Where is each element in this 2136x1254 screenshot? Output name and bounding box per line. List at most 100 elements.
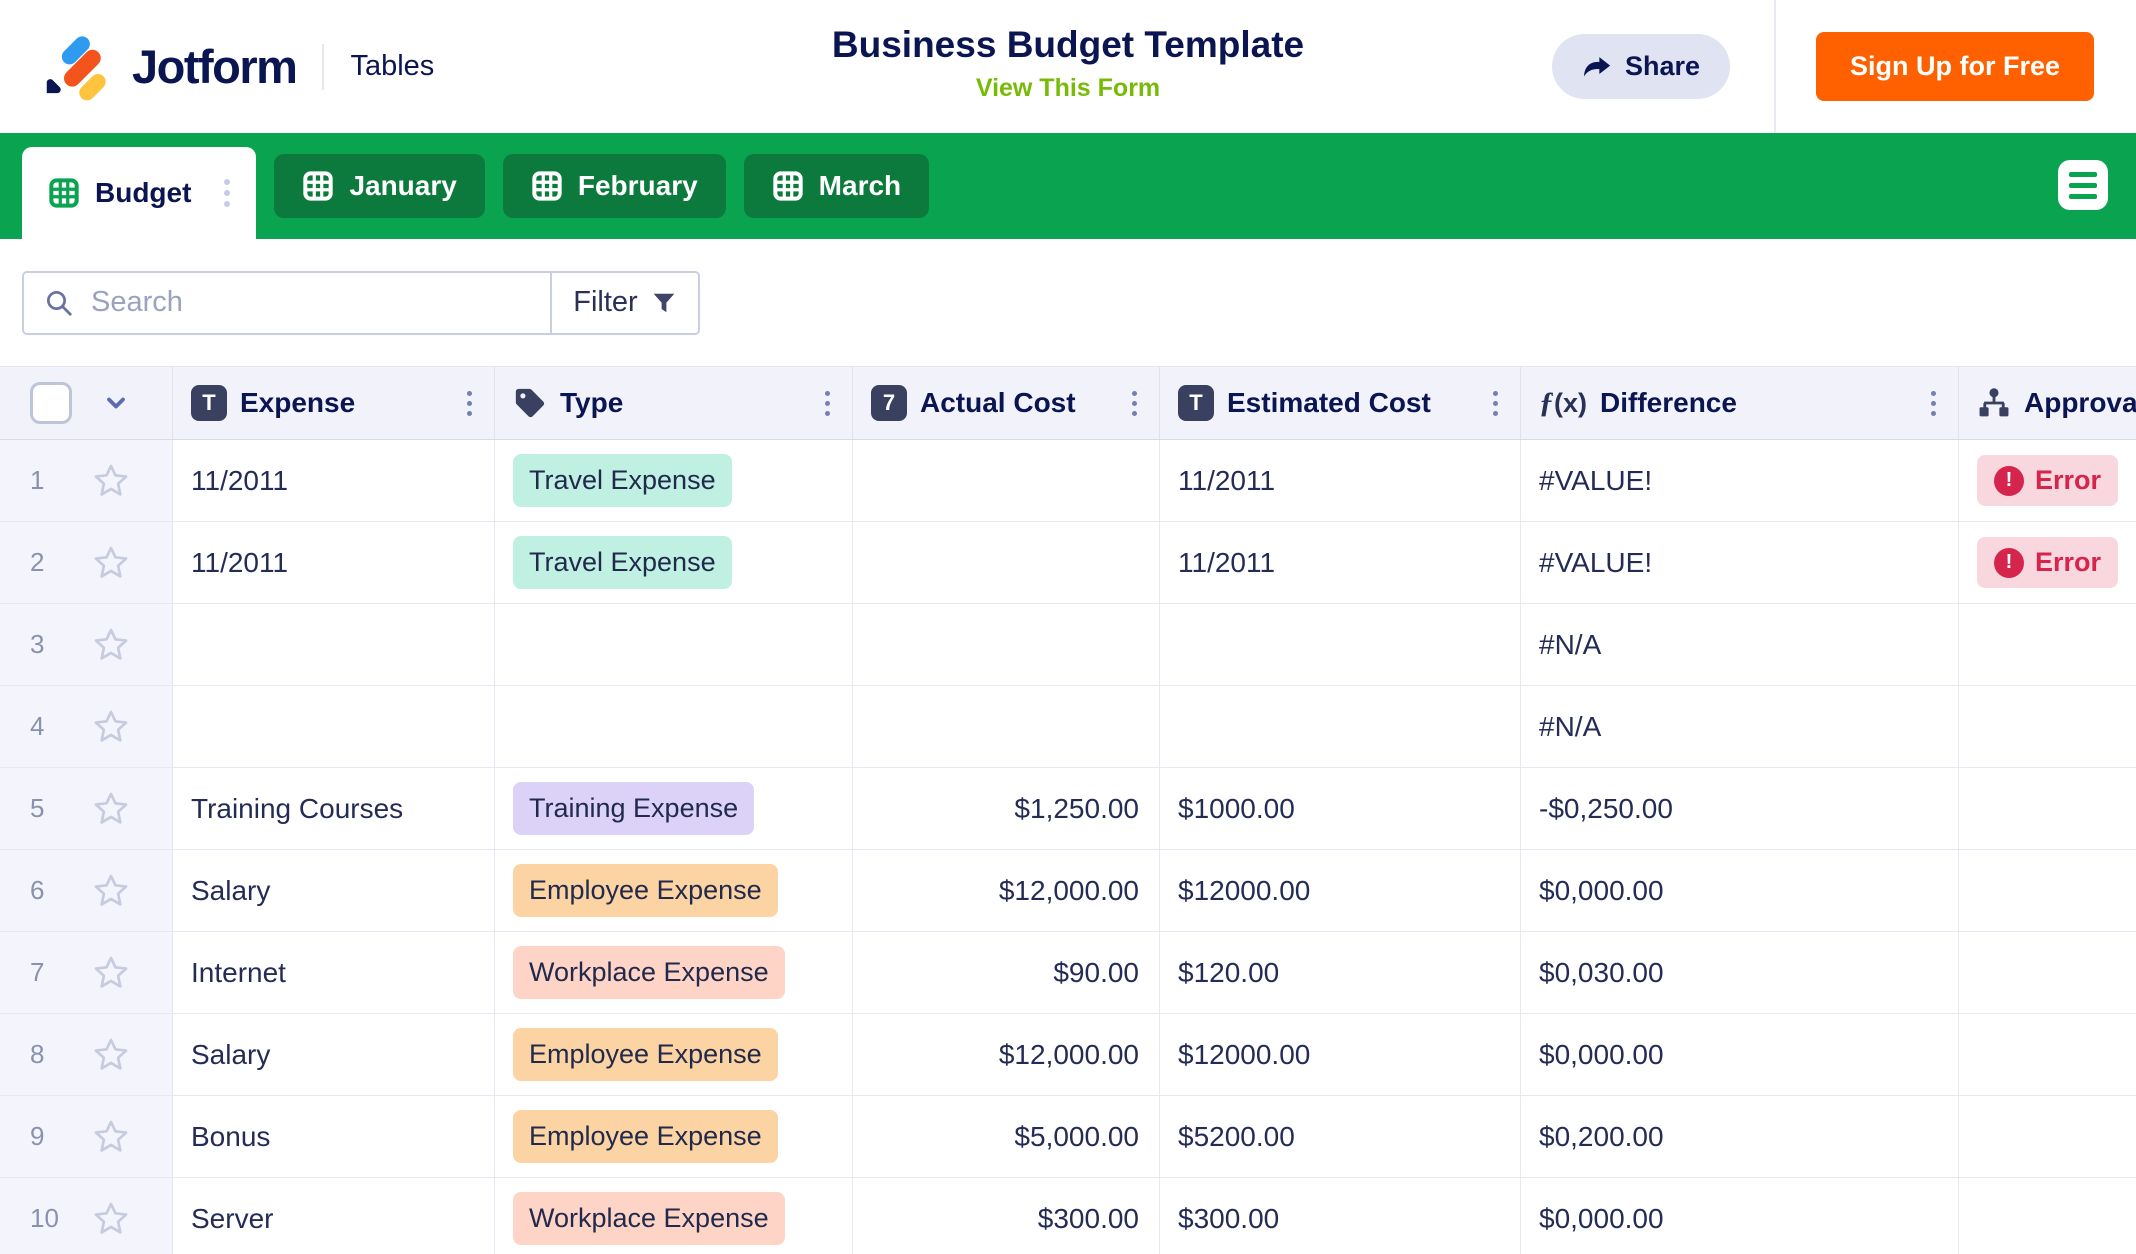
column-header-difference[interactable]: ƒ(x) Difference bbox=[1521, 367, 1959, 439]
column-header-type[interactable]: Type bbox=[495, 367, 853, 439]
actual-cost-cell[interactable]: $12,000.00 bbox=[853, 850, 1160, 931]
column-menu-kebab-icon[interactable] bbox=[1485, 387, 1506, 420]
expense-cell[interactable]: Salary bbox=[173, 1014, 495, 1095]
star-favorite-icon[interactable] bbox=[92, 872, 130, 910]
expense-cell[interactable]: 11/2011 bbox=[173, 440, 495, 521]
star-favorite-icon[interactable] bbox=[92, 544, 130, 582]
actual-cost-cell[interactable]: $5,000.00 bbox=[853, 1096, 1160, 1177]
difference-cell[interactable]: #VALUE! bbox=[1521, 440, 1959, 521]
row-select-cell[interactable]: 9 bbox=[0, 1096, 173, 1177]
difference-cell[interactable]: #N/A bbox=[1521, 686, 1959, 767]
signup-button[interactable]: Sign Up for Free bbox=[1815, 32, 2094, 101]
type-cell[interactable] bbox=[495, 686, 853, 767]
actual-cost-cell[interactable]: $12,000.00 bbox=[853, 1014, 1160, 1095]
approval-cell[interactable] bbox=[1959, 1096, 2136, 1177]
column-header-actual-cost[interactable]: 7 Actual Cost bbox=[853, 367, 1160, 439]
approval-cell[interactable] bbox=[1959, 850, 2136, 931]
expense-cell[interactable]: Internet bbox=[173, 932, 495, 1013]
difference-cell[interactable]: $0,000.00 bbox=[1521, 1014, 1959, 1095]
estimated-cost-cell[interactable] bbox=[1160, 604, 1521, 685]
column-header-estimated-cost[interactable]: T Estimated Cost bbox=[1160, 367, 1521, 439]
actual-cost-cell[interactable] bbox=[853, 686, 1160, 767]
actual-cost-cell[interactable]: $90.00 bbox=[853, 932, 1160, 1013]
tab-menu-kebab-icon[interactable] bbox=[218, 175, 236, 211]
tab-january[interactable]: January bbox=[274, 154, 485, 218]
expense-cell[interactable]: 11/2011 bbox=[173, 522, 495, 603]
type-cell[interactable]: Employee Expense bbox=[495, 850, 853, 931]
estimated-cost-cell[interactable]: $1000.00 bbox=[1160, 768, 1521, 849]
type-cell[interactable]: Travel Expense bbox=[495, 440, 853, 521]
approval-cell[interactable] bbox=[1959, 604, 2136, 685]
expense-cell[interactable]: Server bbox=[173, 1178, 495, 1254]
row-select-cell[interactable]: 6 bbox=[0, 850, 173, 931]
row-select-cell[interactable]: 2 bbox=[0, 522, 173, 603]
column-header-expense[interactable]: T Expense bbox=[173, 367, 495, 439]
sheet-list-menu-button[interactable] bbox=[2058, 160, 2108, 210]
difference-cell[interactable]: $0,200.00 bbox=[1521, 1096, 1959, 1177]
row-select-cell[interactable]: 3 bbox=[0, 604, 173, 685]
actual-cost-cell[interactable] bbox=[853, 440, 1160, 521]
row-select-cell[interactable]: 8 bbox=[0, 1014, 173, 1095]
row-select-cell[interactable]: 1 bbox=[0, 440, 173, 521]
view-this-form-link[interactable]: View This Form bbox=[975, 74, 1161, 102]
star-favorite-icon[interactable] bbox=[92, 790, 130, 828]
estimated-cost-cell[interactable]: $300.00 bbox=[1160, 1178, 1521, 1254]
search-input[interactable] bbox=[91, 286, 550, 319]
approval-cell[interactable] bbox=[1959, 768, 2136, 849]
star-favorite-icon[interactable] bbox=[92, 708, 130, 746]
type-cell[interactable] bbox=[495, 604, 853, 685]
estimated-cost-cell[interactable]: $120.00 bbox=[1160, 932, 1521, 1013]
actual-cost-cell[interactable]: $1,250.00 bbox=[853, 768, 1160, 849]
star-favorite-icon[interactable] bbox=[92, 954, 130, 992]
column-menu-kebab-icon[interactable] bbox=[1124, 387, 1145, 420]
approval-cell[interactable]: ! Error bbox=[1959, 522, 2136, 603]
approval-cell[interactable] bbox=[1959, 686, 2136, 767]
expense-cell[interactable]: Salary bbox=[173, 850, 495, 931]
actual-cost-cell[interactable] bbox=[853, 604, 1160, 685]
brand-group[interactable]: Jotform Tables bbox=[42, 29, 434, 105]
approval-cell[interactable] bbox=[1959, 1178, 2136, 1254]
star-favorite-icon[interactable] bbox=[92, 1200, 130, 1238]
expense-cell[interactable] bbox=[173, 604, 495, 685]
difference-cell[interactable]: $0,000.00 bbox=[1521, 850, 1959, 931]
type-cell[interactable]: Workplace Expense bbox=[495, 1178, 853, 1254]
approval-cell[interactable] bbox=[1959, 932, 2136, 1013]
estimated-cost-cell[interactable]: $12000.00 bbox=[1160, 1014, 1521, 1095]
star-favorite-icon[interactable] bbox=[92, 462, 130, 500]
star-favorite-icon[interactable] bbox=[92, 1118, 130, 1156]
select-all-checkbox[interactable] bbox=[30, 382, 72, 424]
difference-cell[interactable]: $0,030.00 bbox=[1521, 932, 1959, 1013]
column-menu-kebab-icon[interactable] bbox=[1923, 387, 1944, 420]
type-cell[interactable]: Employee Expense bbox=[495, 1096, 853, 1177]
type-cell[interactable]: Employee Expense bbox=[495, 1014, 853, 1095]
difference-cell[interactable]: $0,000.00 bbox=[1521, 1178, 1959, 1254]
row-select-cell[interactable]: 7 bbox=[0, 932, 173, 1013]
star-favorite-icon[interactable] bbox=[92, 1036, 130, 1074]
expense-cell[interactable]: Bonus bbox=[173, 1096, 495, 1177]
actual-cost-cell[interactable]: $300.00 bbox=[853, 1178, 1160, 1254]
type-cell[interactable]: Travel Expense bbox=[495, 522, 853, 603]
column-header-approval[interactable]: Approval bbox=[1959, 367, 2136, 439]
difference-cell[interactable]: #VALUE! bbox=[1521, 522, 1959, 603]
column-menu-kebab-icon[interactable] bbox=[459, 387, 480, 420]
row-select-cell[interactable]: 5 bbox=[0, 768, 173, 849]
difference-cell[interactable]: #N/A bbox=[1521, 604, 1959, 685]
filter-button[interactable]: Filter bbox=[550, 272, 698, 333]
star-favorite-icon[interactable] bbox=[92, 626, 130, 664]
estimated-cost-cell[interactable]: $5200.00 bbox=[1160, 1096, 1521, 1177]
tab-budget[interactable]: Budget bbox=[22, 147, 257, 239]
column-menu-kebab-icon[interactable] bbox=[817, 387, 838, 420]
tab-march[interactable]: March bbox=[743, 154, 930, 218]
estimated-cost-cell[interactable] bbox=[1160, 686, 1521, 767]
estimated-cost-cell[interactable]: 11/2011 bbox=[1160, 440, 1521, 521]
estimated-cost-cell[interactable]: 11/2011 bbox=[1160, 522, 1521, 603]
row-select-cell[interactable]: 4 bbox=[0, 686, 173, 767]
row-select-cell[interactable]: 10 bbox=[0, 1178, 173, 1254]
chevron-down-icon[interactable] bbox=[102, 389, 130, 417]
type-cell[interactable]: Training Expense bbox=[495, 768, 853, 849]
share-button[interactable]: Share bbox=[1551, 34, 1730, 99]
expense-cell[interactable]: Training Courses bbox=[173, 768, 495, 849]
tab-february[interactable]: February bbox=[502, 154, 726, 218]
type-cell[interactable]: Workplace Expense bbox=[495, 932, 853, 1013]
actual-cost-cell[interactable] bbox=[853, 522, 1160, 603]
